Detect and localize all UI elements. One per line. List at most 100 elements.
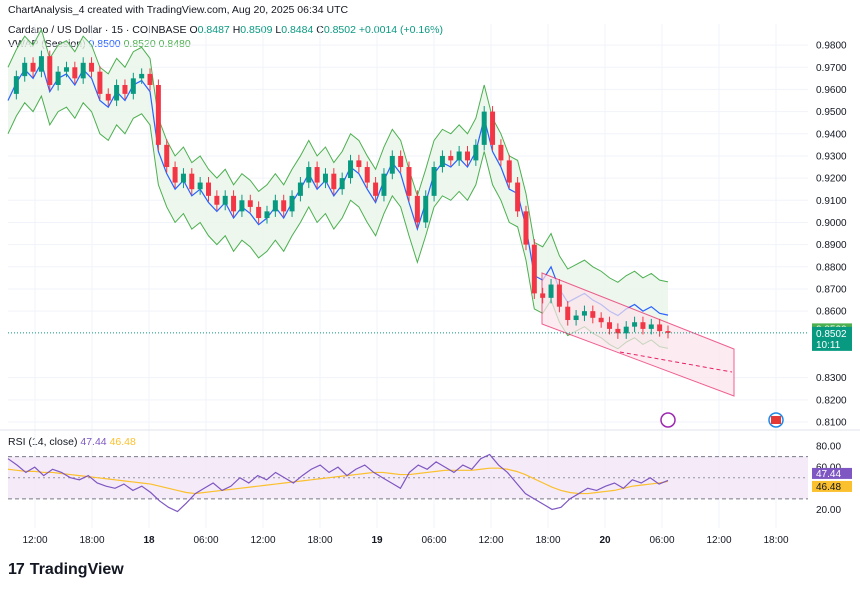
candle-body <box>30 62 36 72</box>
candle-body <box>289 195 295 212</box>
candle-body <box>598 317 604 323</box>
candle-body <box>147 73 153 85</box>
channel-midline <box>619 351 733 373</box>
price-tick-label: 0.8700 <box>816 284 847 295</box>
price-change: +0.0014 (+0.16%) <box>358 24 443 36</box>
vwap-lower-value: 0.8480 <box>158 38 191 50</box>
candle-body <box>306 167 312 183</box>
rsi-tag-label: 46.48 <box>816 482 841 493</box>
candle-body <box>548 284 554 298</box>
flag-icon-stripes <box>771 416 781 424</box>
ohlc-h-label: H <box>232 24 241 36</box>
ohlc-l-label: L <box>275 24 282 36</box>
candle-body <box>97 71 103 94</box>
rsi-pane <box>7 453 808 513</box>
candle-body <box>607 322 613 329</box>
brand-name: TradingView <box>29 561 124 578</box>
candle-body <box>657 324 663 332</box>
candle-body <box>180 173 186 183</box>
channel-fill <box>541 272 735 397</box>
chart-header-caption: ChartAnalysis_4 created with TradingView… <box>8 4 349 16</box>
price-tick-label: 0.8900 <box>816 240 847 251</box>
current-price-tag <box>812 326 852 351</box>
candle-body <box>239 200 245 212</box>
time-tick-label: 12:00 <box>22 535 47 546</box>
candle-body <box>373 182 379 196</box>
price-tick-label: 0.8300 <box>816 373 847 384</box>
candle-body <box>189 173 195 190</box>
candle-body <box>590 311 596 318</box>
time-tick-label: 12:00 <box>478 535 503 546</box>
candle-body <box>172 167 178 183</box>
candle-body <box>264 211 270 219</box>
chart-canvas[interactable]: 0.9800 0.9700 0.9600 0.9500 0.9400 0.9300 0.92… <box>0 0 860 560</box>
candle-body <box>565 306 571 321</box>
time-tick-label: 18:00 <box>307 535 332 546</box>
vwap-upper-value: 0.8520 <box>123 38 156 50</box>
candle-body <box>72 67 78 79</box>
candle-body <box>615 328 621 334</box>
time-tick-label: 06:00 <box>421 535 446 546</box>
rsi-tick-label: 80.00 <box>816 442 841 453</box>
price-tick-label: 0.9600 <box>816 85 847 96</box>
time-axis[interactable]: 12:00 18:00 18 06:00 12:00 18:00 19 06:00 12:00 1… <box>22 535 788 546</box>
candle-body <box>80 62 86 79</box>
time-tick-label: 12:00 <box>706 535 731 546</box>
candle-body <box>481 111 487 145</box>
price-axis[interactable]: 0.9800 0.9700 0.9600 0.9500 0.9400 0.9300 0.92… <box>812 41 852 429</box>
ohlc-o-label: O <box>189 24 198 36</box>
rsi-line <box>7 453 669 513</box>
rsi-tag-label: 47.44 <box>816 469 841 480</box>
tradingview-brand[interactable]: 17 TradingView <box>8 561 124 579</box>
rsi-ma-line <box>7 467 669 495</box>
symbol-legend[interactable]: Cardano / US Dollar · 15 · COINBASE O 0.8… <box>8 24 443 36</box>
countdown-label: 10:11 <box>816 340 841 351</box>
price-tick-label: 0.9300 <box>816 151 847 162</box>
candle-body <box>448 155 454 161</box>
tradingview-logo: 17 <box>8 561 25 578</box>
rsi-tag-ma <box>812 480 852 492</box>
candle-body <box>414 195 420 223</box>
rsi-tag-rsi <box>812 467 852 479</box>
candle-body <box>581 311 587 316</box>
rsi-value: 47.44 <box>80 436 107 448</box>
price-tick-label: 0.9000 <box>816 218 847 229</box>
time-tick-label: 06:00 <box>193 535 218 546</box>
candle-body <box>498 144 504 161</box>
candle-body <box>89 62 95 72</box>
candle-body <box>222 195 228 205</box>
candle-body <box>297 182 303 196</box>
candle-body <box>490 111 496 145</box>
candle-body <box>322 173 328 183</box>
candle-body <box>272 200 278 212</box>
candle-body <box>339 178 345 190</box>
ohlc-c-value: 0.8502 <box>323 24 356 36</box>
price-tick-label: 0.8100 <box>816 418 847 429</box>
candle-body <box>22 62 28 77</box>
candle-body <box>231 195 237 212</box>
descending-channel <box>541 272 735 397</box>
candle-body <box>13 76 19 94</box>
candles <box>13 50 671 339</box>
time-tick-label: 18:00 <box>763 535 788 546</box>
candle-body <box>206 182 212 196</box>
rsi-legend[interactable]: RSI (14, close) 47.44 46.48 <box>8 436 136 448</box>
candle-body <box>640 322 646 329</box>
vwap-band-fill <box>8 29 668 349</box>
candle-body <box>439 155 445 168</box>
candle-body <box>63 67 69 72</box>
candle-body <box>556 284 562 307</box>
lightning-icon <box>660 412 676 428</box>
vwap-value: 0.8500 <box>88 38 121 50</box>
time-tick-label: 20 <box>599 535 611 546</box>
time-tick-label: 19 <box>371 535 383 546</box>
price-tick-label: 0.9200 <box>816 174 847 185</box>
rsi-label: RSI (14, close) <box>8 436 78 448</box>
candle-body <box>381 173 387 196</box>
candle-body <box>456 151 462 161</box>
candle-body <box>55 71 61 85</box>
current-price-label: 0.8502 <box>816 329 847 340</box>
candle-body <box>540 293 546 298</box>
candle-body <box>364 167 370 183</box>
